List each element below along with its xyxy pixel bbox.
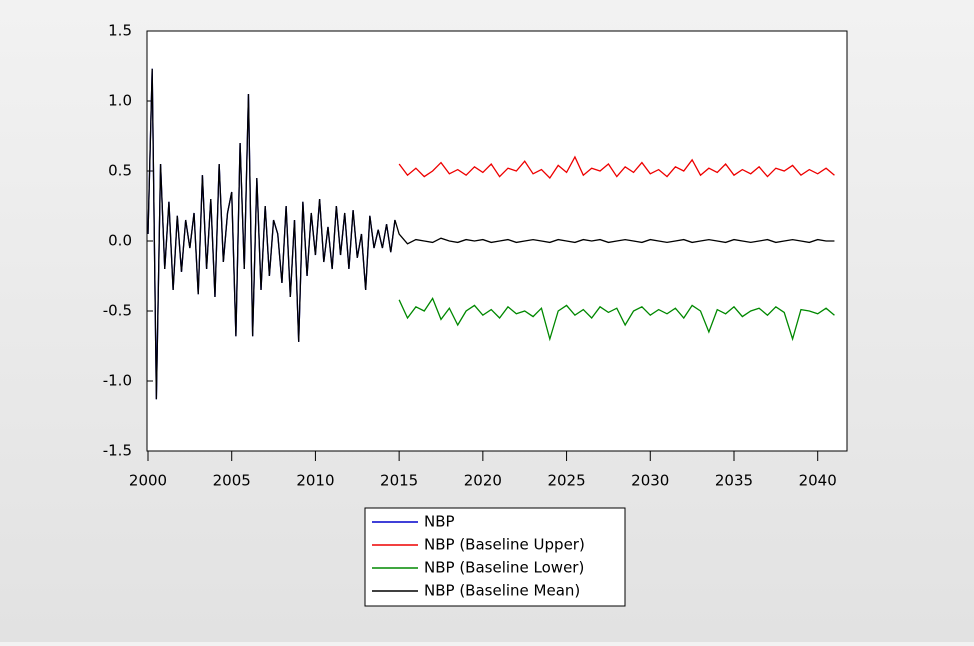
y-tick-label: 0.5	[108, 162, 132, 180]
x-tick-label: 2020	[464, 472, 502, 490]
y-tick-label: 1.5	[108, 22, 132, 40]
x-tick-label: 2025	[547, 472, 585, 490]
y-tick-label: 0.0	[108, 232, 132, 250]
series-line	[398, 297, 835, 342]
x-tick-label: 2010	[296, 472, 334, 490]
legend-label: NBP	[424, 513, 455, 531]
legend-label: NBP (Baseline Mean)	[424, 582, 580, 600]
y-tick-label: 1.0	[108, 92, 132, 110]
x-tick-label: 2015	[380, 472, 418, 490]
legend	[364, 507, 626, 607]
x-tick-label: 2000	[129, 472, 167, 490]
y-tick-label: -0.5	[103, 302, 132, 320]
x-tick-label: 2030	[631, 472, 669, 490]
y-tick-label: -1.5	[103, 442, 132, 460]
series-line	[398, 155, 835, 180]
legend-label: NBP (Baseline Lower)	[424, 559, 584, 577]
series-line	[147, 68, 835, 400]
legend-label: NBP (Baseline Upper)	[424, 536, 585, 554]
y-tick-label: -1.0	[103, 372, 132, 390]
x-tick-label: 2040	[799, 472, 837, 490]
x-tick-label: 2005	[213, 472, 251, 490]
x-tick-label: 2035	[715, 472, 753, 490]
